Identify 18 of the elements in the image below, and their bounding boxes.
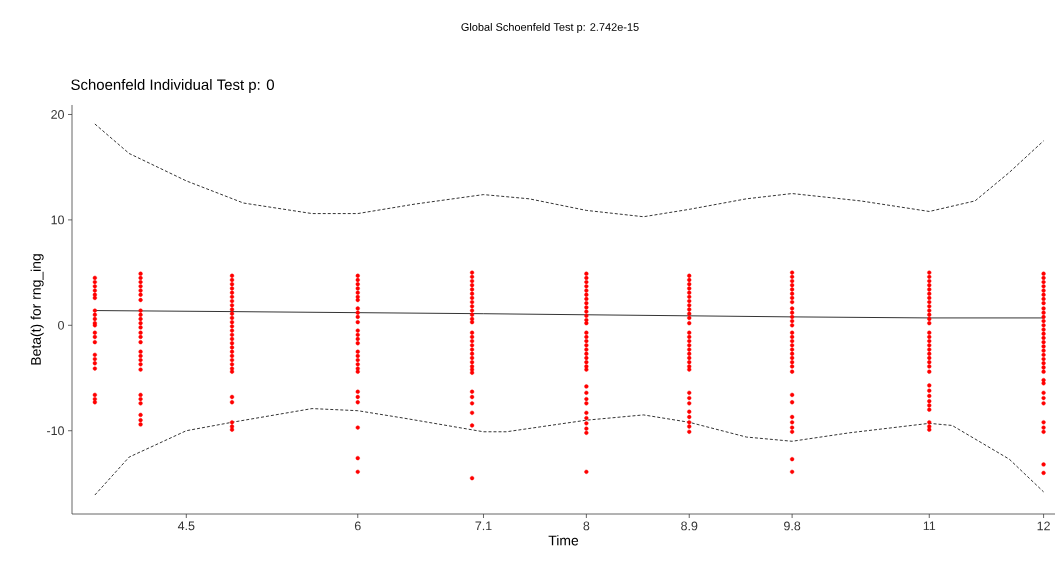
line-series [94, 408, 1044, 496]
x-tick-label: 11 [923, 521, 936, 531]
x-tick-label: 8.9 [681, 521, 698, 531]
y-tick-label: 20 [51, 110, 64, 119]
y-tick-label: 0 [58, 320, 64, 330]
y-tick-label: -10 [47, 426, 64, 436]
chart-subtitle: Schoenfeld Individual Test p: 0 [71, 79, 274, 93]
x-tick-label: 7.1 [475, 521, 492, 531]
chart-title: Global Schoenfeld Test p: 2.742e-15 [461, 22, 639, 34]
x-tick-label: 6 [354, 521, 361, 531]
x-tick-label: 4.5 [177, 521, 195, 531]
x-axis-title: Time [548, 535, 579, 546]
x-tick-label: 9.8 [784, 521, 801, 531]
y-tick-label: 10 [51, 215, 64, 225]
x-tick-label: 8 [583, 521, 590, 531]
line-series [94, 123, 1044, 218]
x-tick-label: 12 [1037, 521, 1050, 531]
y-axis-title: Beta(t) for rng_ing [30, 254, 44, 365]
